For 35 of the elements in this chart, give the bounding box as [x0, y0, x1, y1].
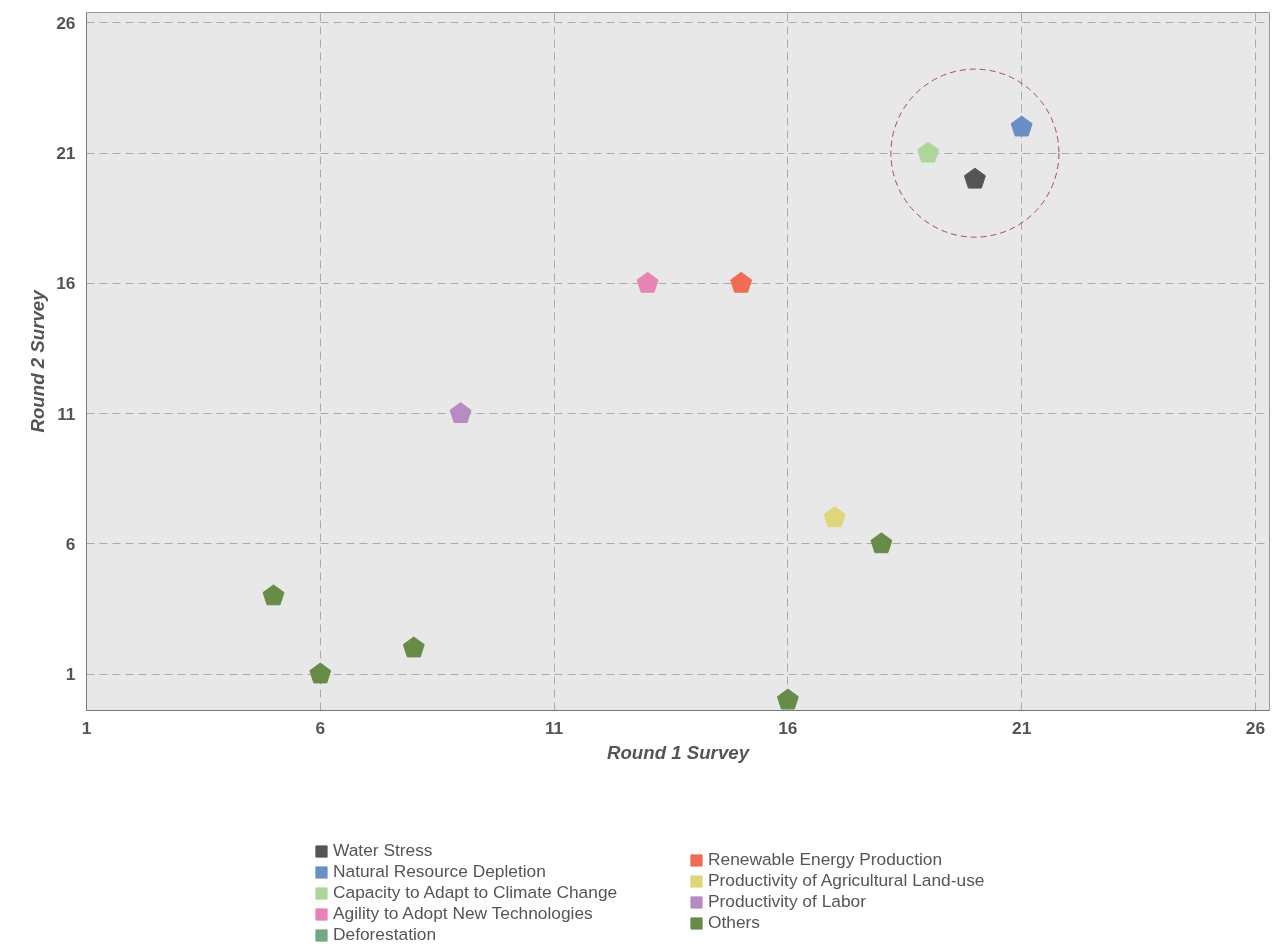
y-axis-title: Round 2 Survey — [27, 288, 49, 433]
x-axis-title: Round 1 Survey — [606, 741, 751, 763]
point — [963, 167, 986, 189]
legend-label: Productivity of Labor — [708, 891, 866, 912]
point — [870, 532, 893, 554]
point — [823, 506, 846, 528]
point — [402, 636, 425, 658]
legend-label: Productivity of Agricultural Land-use — [708, 870, 985, 891]
point — [776, 688, 799, 710]
legend-label: Renewable Energy Production — [708, 849, 943, 870]
y-tick-label: 21 — [56, 143, 76, 164]
legend-label: Deforestation — [333, 924, 437, 945]
point — [917, 141, 940, 163]
point — [636, 271, 659, 293]
legend-label: Agility to Adopt New Technologies — [333, 903, 593, 924]
y-tick-label: 11 — [57, 403, 76, 424]
point — [262, 584, 285, 606]
legend-label: Water Stress — [333, 840, 433, 861]
legend-label: Others — [708, 912, 761, 933]
point — [309, 662, 332, 684]
point — [1010, 115, 1033, 137]
x-tick-label: 26 — [1245, 717, 1266, 738]
y-tick-label: 6 — [65, 533, 76, 554]
x-tick-label: 6 — [315, 717, 326, 738]
y-tick-label: 26 — [56, 12, 76, 33]
x-tick-label: 21 — [1012, 717, 1032, 738]
x-tick-label: 1 — [81, 717, 92, 738]
y-tick-label: 16 — [56, 273, 76, 294]
point — [449, 402, 472, 423]
legend-label: Capacity to Adapt to Climate Change — [333, 882, 618, 903]
x-tick-label: 11 — [544, 717, 564, 738]
y-tick-label: 1 — [65, 664, 76, 685]
point — [730, 271, 753, 293]
legend-label: Natural Resource Depletion — [333, 861, 546, 882]
x-tick-label: 16 — [778, 717, 798, 738]
